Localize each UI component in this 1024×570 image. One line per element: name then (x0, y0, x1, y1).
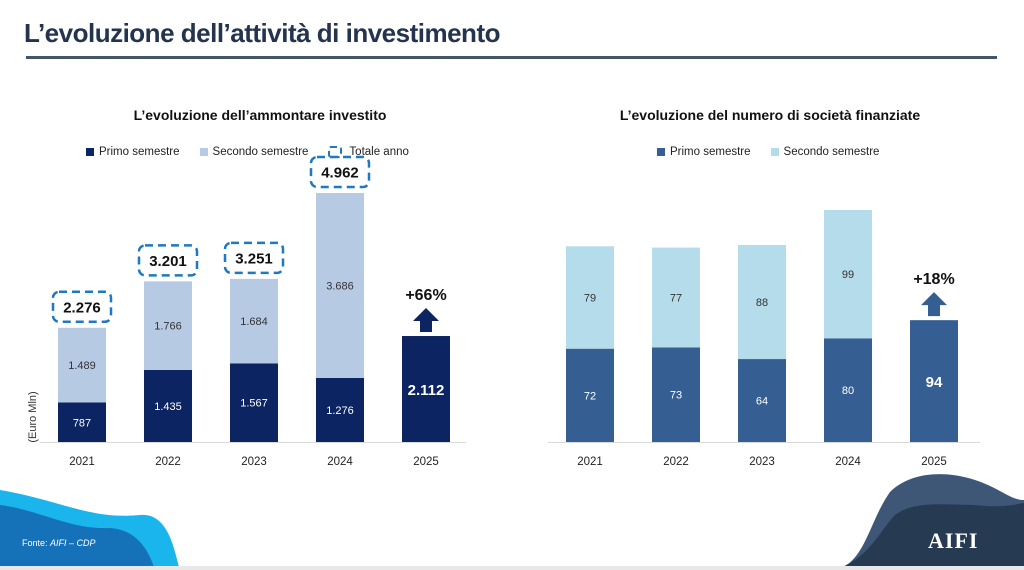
legend-item-primo: Primo semestre (86, 146, 180, 158)
left-chart-legend: Primo semestre Secondo semestre Totale a… (86, 146, 429, 158)
title-divider (26, 56, 997, 59)
total-box-2022 (137, 244, 199, 277)
bar-primo-2025 (402, 336, 450, 442)
bar-primo-2022 (652, 347, 700, 442)
bar-primo-2025 (910, 320, 958, 442)
source-note: Fonte: AIFI – CDP (22, 538, 96, 548)
total-label-2022: 3.201 (149, 253, 187, 270)
legend-label: Primo semestre (670, 146, 751, 158)
growth-annotation: +66% (405, 287, 446, 304)
total-box-2023 (223, 241, 285, 275)
label-primo-2022: 1.435 (154, 401, 182, 413)
bar-secondo-2024 (824, 210, 872, 339)
bar-secondo-2021 (58, 327, 106, 403)
bar-secondo-2022 (144, 281, 192, 370)
legend-label: Totale anno (349, 146, 409, 158)
total-label-2021: 2.276 (63, 299, 101, 316)
bar-primo-2022 (144, 369, 192, 442)
aifi-logo: AIFI (928, 528, 979, 553)
legend-swatch-primo (86, 148, 94, 156)
label-primo-2022: 73 (670, 390, 682, 402)
up-arrow-icon (921, 292, 947, 317)
wave-navy-dark (835, 503, 1024, 570)
x-tick-2022: 2022 (663, 456, 689, 468)
source-label: Fonte: (22, 538, 51, 548)
growth-annotation: +18% (913, 271, 954, 288)
label-primo-2024: 1.276 (326, 405, 354, 417)
page-title: L’evoluzione dell’attività di investimen… (24, 18, 500, 48)
legend-swatch-secondo (199, 148, 208, 156)
bar-primo-2024 (824, 338, 872, 442)
bar-secondo-2024 (316, 193, 364, 378)
label-secondo-2023: 1.684 (240, 316, 268, 328)
left-chart-title: L’evoluzione dell’ammontare investito (133, 107, 387, 123)
label-secondo-2021: 1.489 (68, 360, 96, 372)
x-tick-2025: 2025 (921, 456, 947, 468)
right-chart-title: L’evoluzione del numero di società finan… (619, 107, 921, 123)
bar-secondo-2021 (566, 246, 614, 349)
legend-swatch-secondo (770, 148, 779, 156)
label-secondo-2023: 88 (756, 297, 768, 309)
bar-primo-2021 (566, 348, 614, 442)
bar-primo-2023 (230, 363, 278, 442)
total-box-2024 (309, 155, 371, 189)
x-tick-2023: 2023 (241, 456, 267, 468)
x-tick-2023: 2023 (749, 456, 775, 468)
right-chart-legend: Primo semestre Secondo semestre (657, 146, 899, 158)
bar-secondo-2022 (652, 247, 700, 348)
label-secondo-2024: 99 (842, 269, 854, 281)
x-tick-2024: 2024 (327, 456, 353, 468)
legend-item-secondo: Secondo semestre (199, 146, 309, 158)
legend-item-primo: Primo semestre (657, 146, 751, 158)
bar-secondo-2023 (230, 278, 278, 364)
label-primo-2023: 64 (756, 396, 768, 408)
bar-primo-2021 (58, 402, 106, 442)
y-axis-label: (Euro Mln) (27, 391, 39, 442)
label-secondo-2024: 3.686 (326, 280, 354, 292)
label-primo-2025: 2.112 (408, 382, 445, 399)
label-primo-2025: 94 (926, 374, 943, 391)
total-box-2021 (51, 290, 113, 324)
legend-swatch-primo (657, 148, 665, 156)
x-tick-2024: 2024 (835, 456, 861, 468)
label-secondo-2021: 79 (584, 292, 596, 304)
label-primo-2021: 787 (73, 417, 91, 429)
x-tick-2022: 2022 (155, 456, 181, 468)
label-primo-2024: 80 (842, 385, 854, 397)
bottom-rule (0, 566, 1024, 570)
up-arrow-icon (413, 308, 439, 333)
bar-primo-2023 (738, 359, 786, 442)
bar-primo-2024 (316, 377, 364, 442)
x-tick-2021: 2021 (69, 456, 95, 468)
label-primo-2021: 72 (584, 390, 596, 402)
legend-item-secondo: Secondo semestre (770, 146, 880, 158)
legend-label: Secondo semestre (783, 146, 880, 158)
label-secondo-2022: 77 (670, 292, 682, 304)
wave-dark-blue (0, 505, 155, 570)
label-primo-2023: 1.567 (240, 398, 268, 410)
x-tick-2021: 2021 (577, 456, 603, 468)
bar-secondo-2023 (738, 244, 786, 360)
source-value: AIFI – CDP (50, 538, 96, 548)
total-label-2023: 3.251 (235, 250, 273, 267)
x-tick-2025: 2025 (413, 456, 439, 468)
legend-label: Primo semestre (99, 146, 180, 158)
total-label-2024: 4.962 (321, 165, 359, 182)
legend-label: Secondo semestre (212, 146, 309, 158)
label-secondo-2022: 1.766 (154, 321, 182, 333)
